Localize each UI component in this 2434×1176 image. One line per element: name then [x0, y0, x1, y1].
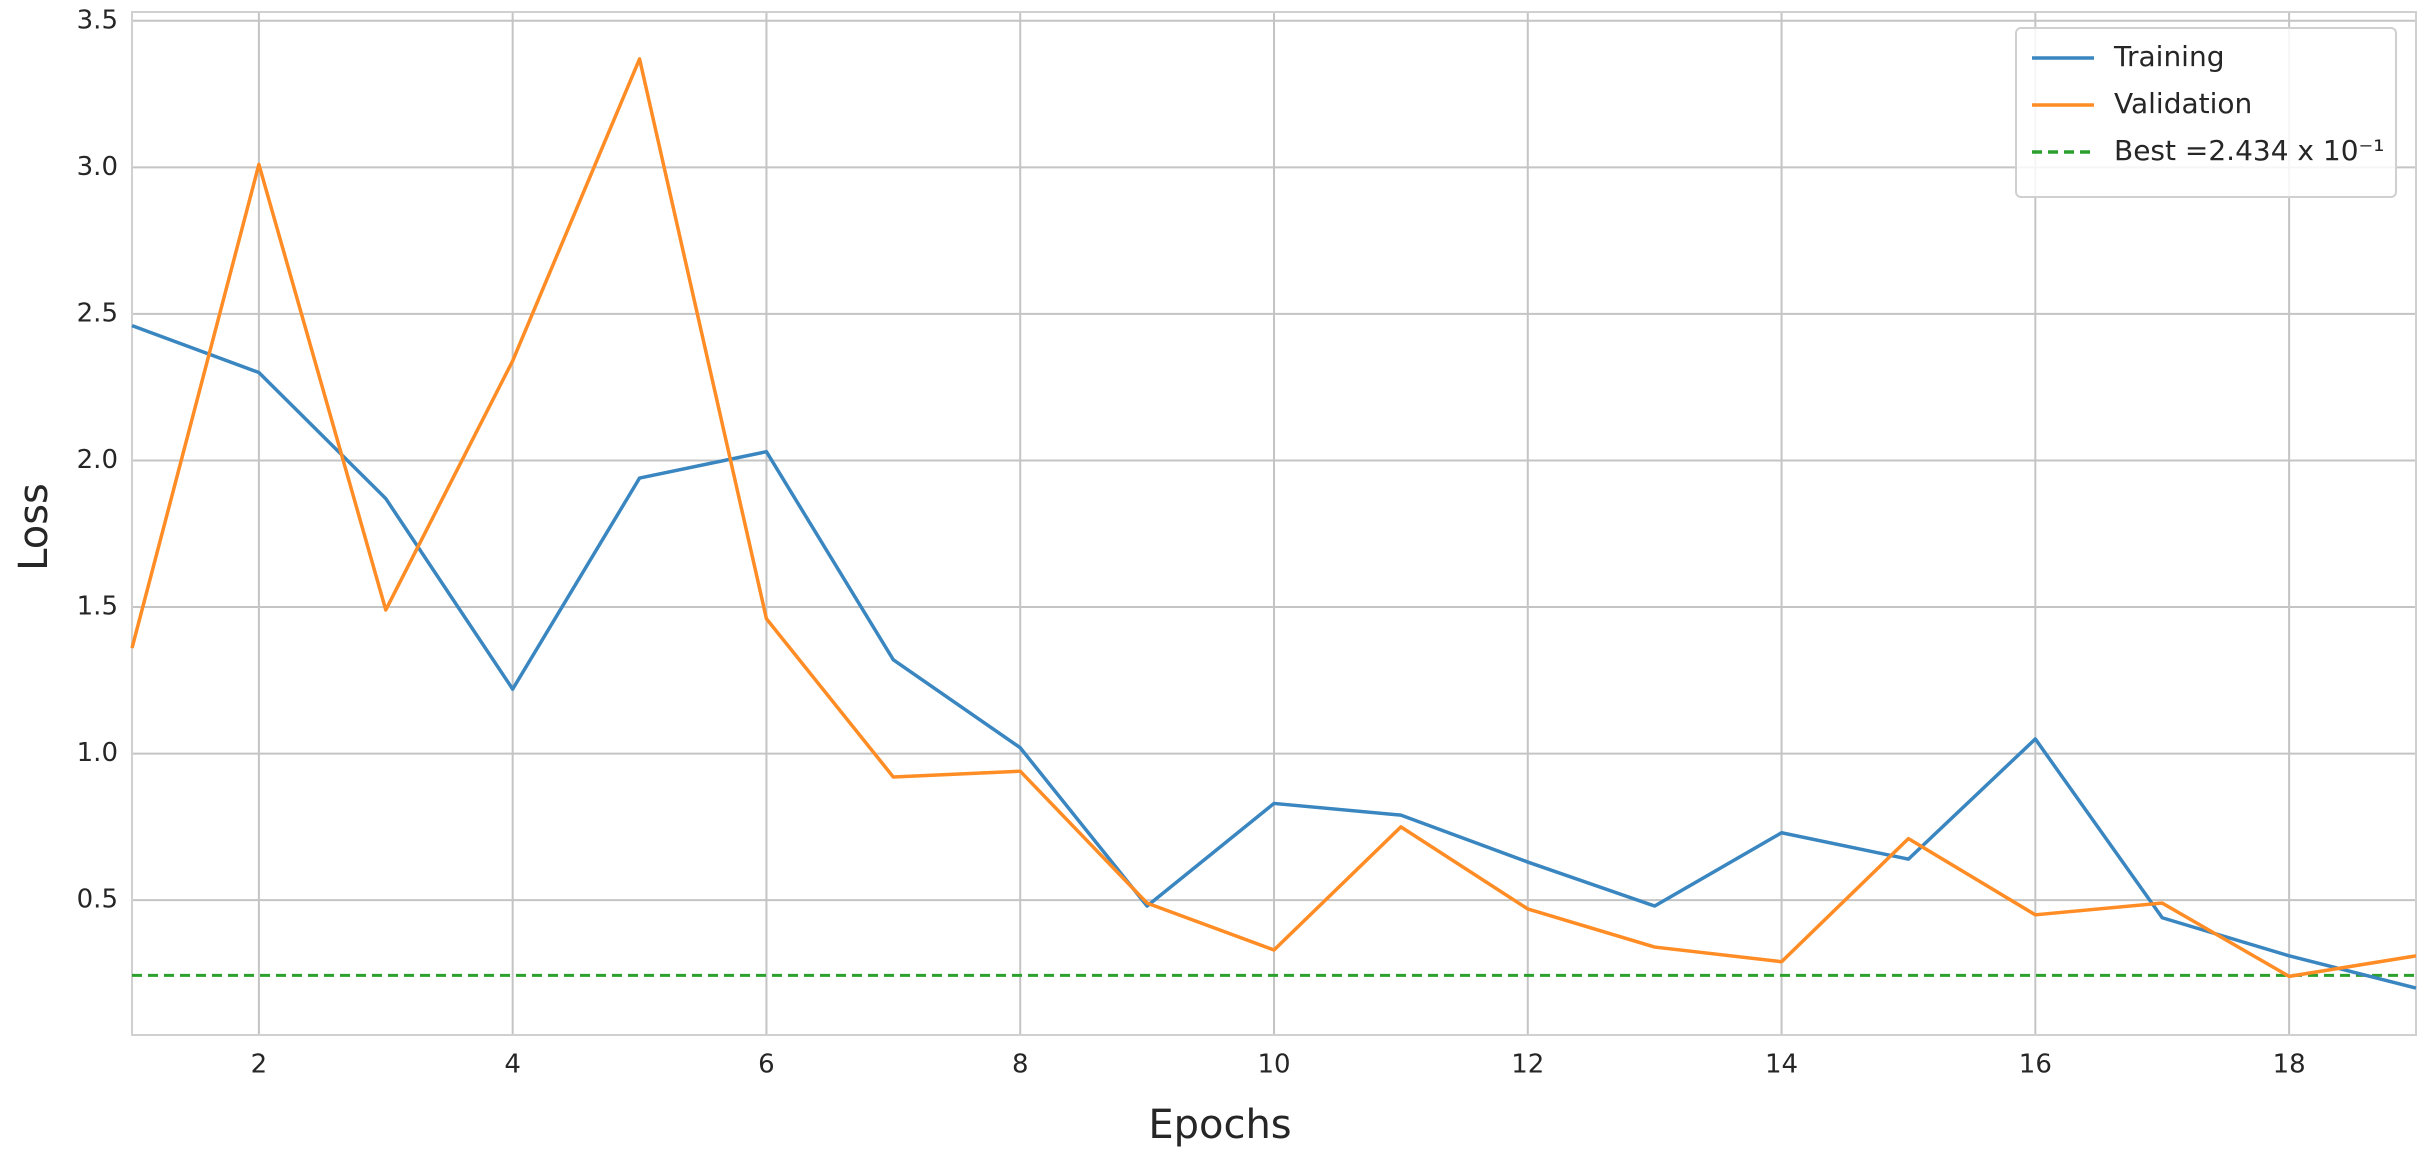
legend-box	[2015, 27, 2397, 198]
y-tick-label: 3.5	[77, 5, 118, 35]
plot-frame	[131, 11, 2417, 1036]
x-tick-label: 2	[251, 1050, 268, 1080]
x-tick-label: 12	[1511, 1050, 1544, 1080]
x-tick-label: 10	[1257, 1050, 1290, 1080]
x-tick-label: 4	[504, 1050, 521, 1080]
series-line	[130, 57, 2417, 979]
y-tick-label: 1.5	[77, 592, 118, 622]
y-tick-label: 0.5	[77, 885, 118, 915]
legend-label: Training	[2113, 40, 2224, 73]
legend-label: Best =2.434 x 10⁻¹	[2114, 134, 2385, 167]
x-tick-label: 8	[1012, 1050, 1029, 1080]
x-tick-label: 6	[758, 1050, 775, 1080]
x-tick-label: 16	[2019, 1050, 2052, 1080]
x-axis-label: Epochs	[1148, 1102, 1291, 1148]
y-tick-label: 1.0	[77, 738, 118, 768]
x-tick-label: 18	[2273, 1050, 2306, 1080]
y-tick-label: 2.5	[77, 298, 118, 328]
series-line	[131, 324, 2417, 990]
y-tick-label: 3.0	[77, 152, 118, 182]
x-tick-label: 14	[1765, 1050, 1798, 1080]
y-axis-label: Loss	[11, 483, 57, 571]
legend-label: Validation	[2114, 87, 2252, 120]
y-tick-label: 2.0	[77, 445, 118, 475]
